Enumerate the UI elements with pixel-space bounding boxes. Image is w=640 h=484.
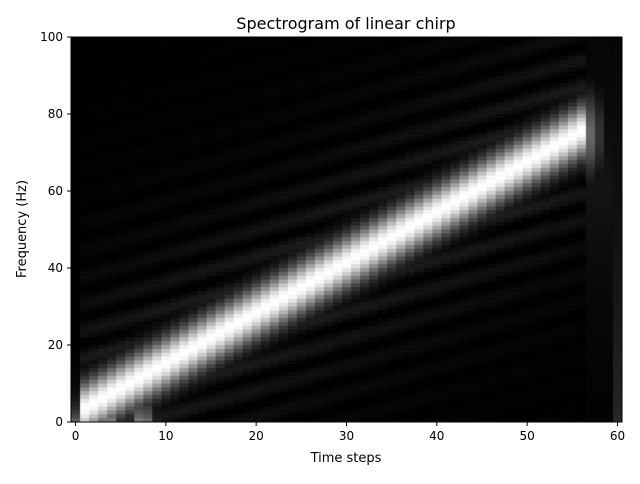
- y-tick-label: 0: [55, 415, 63, 429]
- y-tick-label: 80: [48, 107, 63, 121]
- x-tick-label: 10: [158, 429, 173, 443]
- x-tick-label: 60: [610, 429, 625, 443]
- x-tick-label: 40: [429, 429, 444, 443]
- chart-title: Spectrogram of linear chirp: [236, 14, 455, 33]
- y-axis-label: Frequency (Hz): [15, 180, 30, 278]
- x-axis-ticks: 0 10 20 30 40 50 60: [72, 422, 625, 443]
- heatmap-area: [71, 37, 622, 422]
- y-tick-label: 40: [48, 261, 63, 275]
- x-axis-label: Time steps: [310, 451, 382, 466]
- y-tick-label: 100: [40, 30, 63, 44]
- y-tick-label: 20: [48, 338, 63, 352]
- x-tick-label: 0: [72, 429, 80, 443]
- heatmap-image: [71, 37, 622, 422]
- y-axis-ticks: 0 20 40 60 80 100: [40, 30, 71, 429]
- x-tick-label: 50: [520, 429, 535, 443]
- x-tick-label: 30: [339, 429, 354, 443]
- y-tick-label: 60: [48, 184, 63, 198]
- x-tick-label: 20: [249, 429, 264, 443]
